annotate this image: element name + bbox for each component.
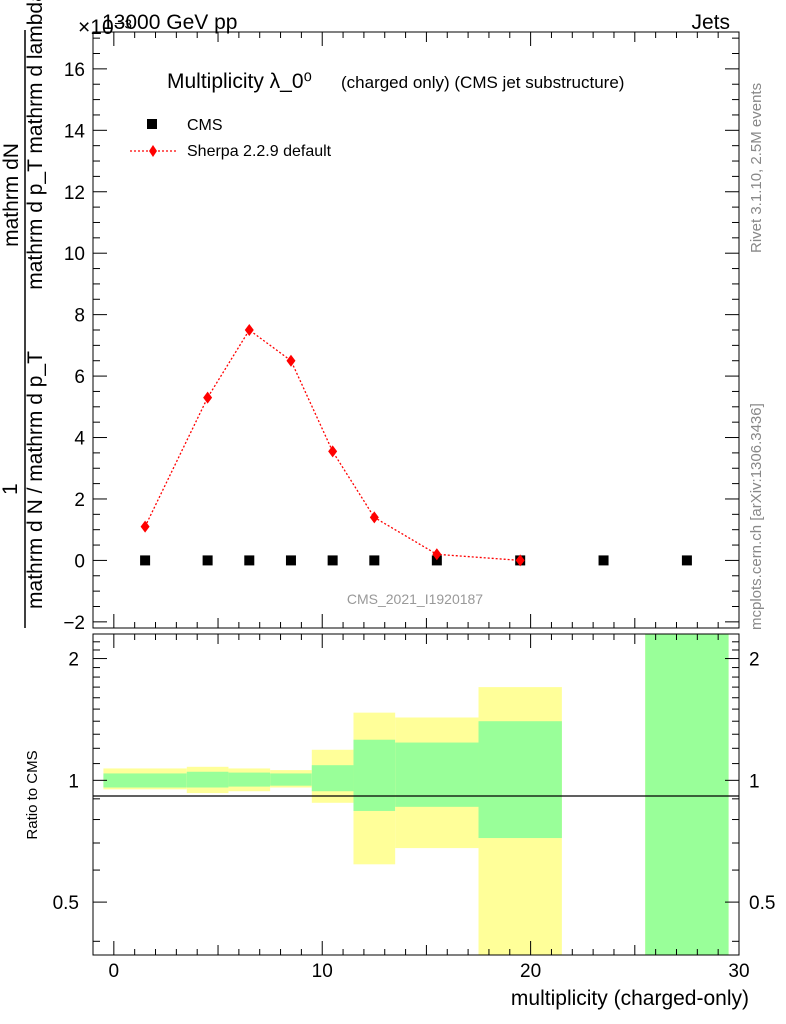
y-tick-label: 8 bbox=[74, 306, 85, 327]
cms-point bbox=[369, 555, 380, 566]
legend-sherpa-label: Sherpa 2.2.9 default bbox=[187, 143, 332, 160]
header-jets: Jets bbox=[691, 11, 730, 34]
ratio-green-band bbox=[478, 721, 562, 839]
rivet-label: Rivet 3.1.10, 2.5M events bbox=[748, 83, 765, 253]
ratio-green-band bbox=[186, 771, 229, 788]
x-tick-label: 0 bbox=[109, 961, 120, 982]
watermark: CMS_2021_I1920187 bbox=[347, 591, 483, 607]
sherpa-point bbox=[203, 391, 213, 404]
x-tick-label: 20 bbox=[520, 961, 541, 982]
ratio-green-band bbox=[228, 772, 271, 787]
y-tick-label: 16 bbox=[64, 60, 85, 81]
main-ylabel-denominator: mathrm d N / mathrm d p_T bbox=[24, 351, 47, 609]
legend-cms-marker bbox=[147, 119, 157, 129]
ratio-y-tick-label: 1 bbox=[749, 771, 760, 792]
main-plot-panel: −2 0 2 4 6 8 10 12 14 16 Multiplicity λ_0⁰ (charg… bbox=[63, 31, 740, 634]
x-tick-label: 30 bbox=[728, 961, 749, 982]
x-axis-label: multiplicity (charged-only) bbox=[511, 987, 749, 1010]
ratio-green-band bbox=[270, 773, 312, 786]
x-tick-label: 10 bbox=[312, 961, 333, 982]
cms-point bbox=[202, 555, 213, 566]
ratio-y-tick-label: 0.5 bbox=[749, 893, 775, 914]
header-exponent: ×10⁻³ bbox=[78, 16, 132, 39]
y-tick-label: 14 bbox=[64, 121, 86, 142]
mcplots-label: mcplots.cern.ch [arXiv:1306.3436] bbox=[748, 403, 765, 630]
main-ylabel-one: 1 bbox=[0, 483, 22, 495]
ratio-ylabel: Ratio to CMS bbox=[24, 750, 41, 839]
legend: CMS Sherpa 2.2.9 default bbox=[130, 117, 332, 160]
y-tick-label: 10 bbox=[64, 244, 85, 265]
cms-point bbox=[140, 555, 151, 566]
ratio-y-tick-label: 1 bbox=[68, 771, 79, 792]
sherpa-point bbox=[369, 511, 379, 524]
y-tick-label: 6 bbox=[74, 367, 85, 388]
main-subtitle: (charged only) (CMS jet substructure) bbox=[341, 73, 624, 92]
cms-point bbox=[598, 555, 609, 566]
ratio-green-band bbox=[645, 634, 729, 955]
sherpa-line bbox=[144, 329, 521, 562]
cms-point bbox=[285, 555, 296, 566]
main-title: Multiplicity λ_0⁰ bbox=[167, 70, 312, 93]
ratio-plot-panel: 0.5 0.51 12 20 10 20 30 bbox=[53, 633, 775, 982]
cms-point bbox=[431, 555, 442, 566]
y-tick-label: 2 bbox=[74, 490, 85, 511]
sherpa-point bbox=[328, 445, 338, 458]
ratio-bands-layer bbox=[103, 634, 729, 955]
sherpa-point bbox=[432, 548, 442, 561]
sherpa-point bbox=[515, 554, 525, 567]
ratio-axis-ticks: 0.5 0.51 12 20 10 20 30 bbox=[53, 634, 775, 982]
ratio-green-band bbox=[395, 742, 479, 807]
main-series-layer bbox=[140, 324, 692, 567]
y-tick-label: 0 bbox=[74, 551, 85, 572]
ratio-green-band bbox=[103, 773, 187, 788]
ratio-y-tick-label: 2 bbox=[68, 650, 79, 671]
ratio-green-band bbox=[311, 765, 354, 792]
ratio-y-tick-label: 2 bbox=[749, 650, 760, 671]
y-tick-label: 12 bbox=[64, 183, 85, 204]
legend-cms-label: CMS bbox=[187, 117, 223, 134]
header-process: 13000 GeV pp bbox=[102, 11, 237, 34]
main-axis-ticks: −2 0 2 4 6 8 10 12 14 16 bbox=[63, 32, 740, 634]
main-ylabel-numerator-2: mathrm d p_T mathrm d lambda bbox=[24, 0, 47, 290]
legend-sherpa-marker bbox=[149, 145, 157, 157]
main-ylabel: 1 mathrm dN mathrm d p_T mathrm d lambda… bbox=[0, 0, 47, 628]
cms-point bbox=[244, 555, 255, 566]
sherpa-point bbox=[244, 324, 254, 336]
y-tick-label: 4 bbox=[74, 429, 85, 450]
main-ylabel-numerator: mathrm dN bbox=[0, 143, 23, 247]
cms-point bbox=[327, 555, 338, 566]
ratio-plot-frame bbox=[92, 633, 740, 956]
y-tick-label: −2 bbox=[63, 613, 85, 634]
ratio-green-band bbox=[353, 739, 396, 811]
sherpa-point bbox=[140, 520, 150, 533]
cms-point bbox=[681, 555, 692, 566]
ratio-y-tick-label: 0.5 bbox=[53, 893, 79, 914]
sherpa-point bbox=[286, 354, 296, 367]
